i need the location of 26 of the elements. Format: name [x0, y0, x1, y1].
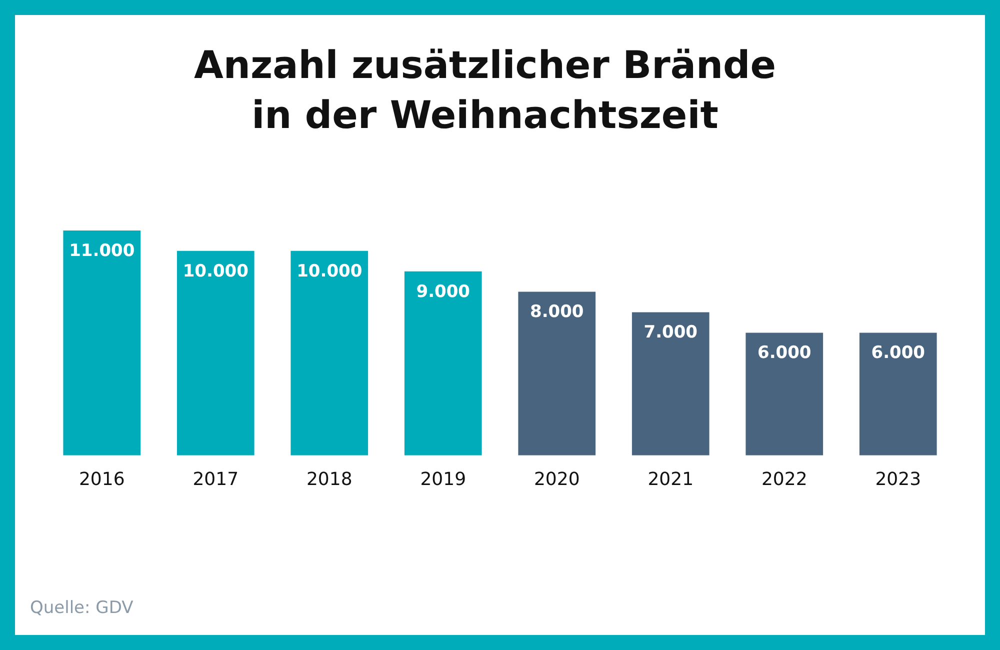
x-tick-label: 2018: [306, 468, 352, 490]
data-label: 10.000: [296, 261, 362, 282]
bar: [176, 250, 254, 456]
bar: [518, 292, 596, 456]
chart-title: Anzahl zusätzlicher Brände in der Weihnachtszeit: [193, 42, 777, 139]
x-tick-label: 2020: [534, 468, 580, 490]
data-label: 8.000: [530, 302, 584, 322]
data-label: 6.000: [757, 343, 812, 364]
x-tick-label: 2021: [648, 468, 694, 490]
x-tick-label: 2022: [761, 468, 808, 490]
source-note: Quelle: GDV: [30, 598, 134, 618]
x-tick-label: 2016: [78, 468, 125, 490]
x-tick-label: 2023: [875, 468, 922, 490]
data-label: 11.000: [69, 240, 135, 261]
bar: [404, 271, 482, 456]
data-label: 6.000: [871, 343, 926, 364]
bar: [632, 312, 710, 456]
data-label: 10.000: [182, 261, 249, 282]
data-label: 7.000: [644, 322, 698, 343]
data-label: 9.000: [416, 282, 470, 302]
bar: [290, 250, 368, 456]
x-tick-label: 2019: [420, 468, 466, 490]
bar: [859, 332, 937, 456]
x-tick-label: 2017: [192, 468, 239, 490]
bar: [746, 332, 824, 456]
bar: [63, 230, 141, 456]
